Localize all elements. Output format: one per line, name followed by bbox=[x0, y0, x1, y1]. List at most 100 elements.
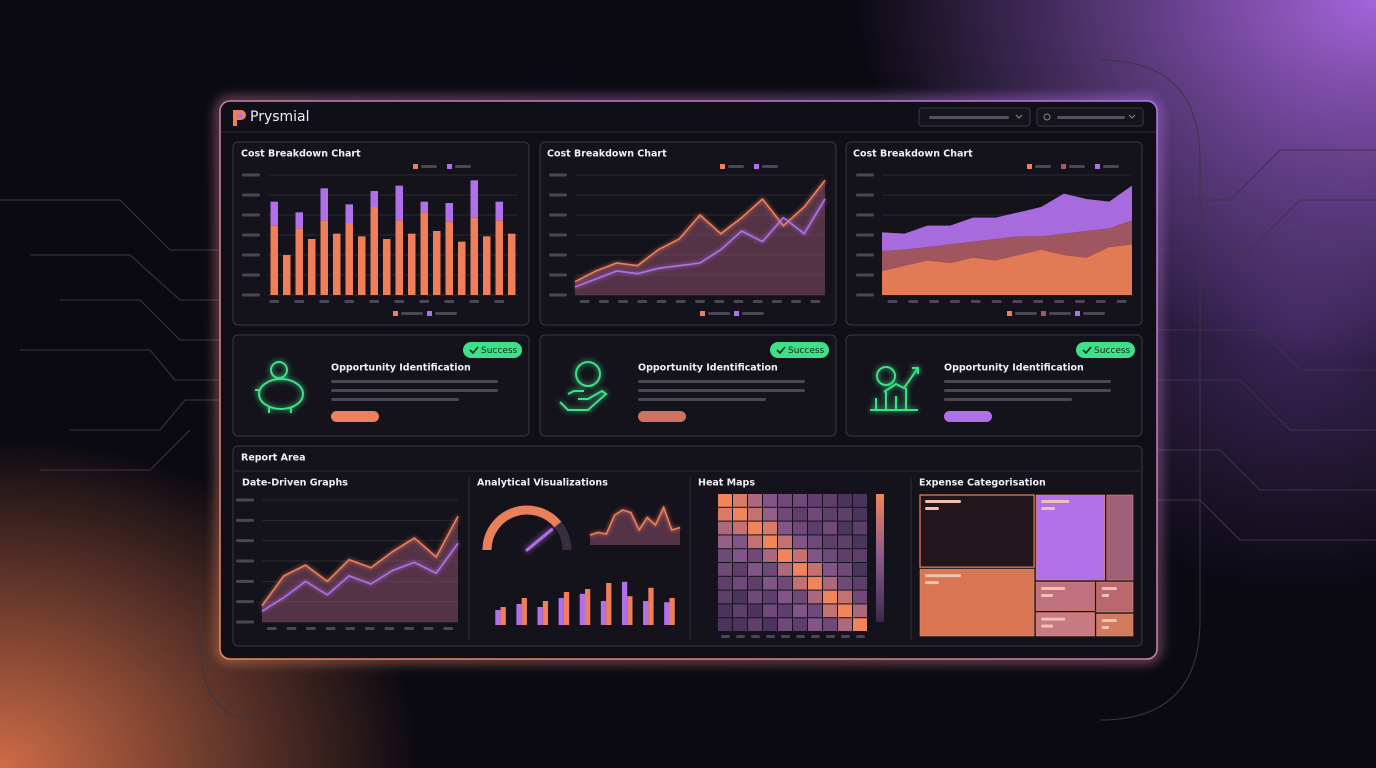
bar bbox=[542, 601, 549, 625]
heat-cell bbox=[778, 535, 792, 549]
chart-title: Cost Breakdown Chart bbox=[241, 149, 361, 160]
placeholder-text bbox=[944, 380, 1111, 383]
y-tick-stub bbox=[856, 253, 874, 257]
placeholder-text bbox=[579, 300, 590, 303]
heat-cell bbox=[718, 590, 732, 604]
placeholder-text bbox=[796, 635, 805, 638]
treemap-cell bbox=[1035, 612, 1095, 637]
bar bbox=[470, 180, 478, 218]
logo-mark-inner bbox=[237, 114, 243, 118]
bar bbox=[621, 581, 628, 625]
bar bbox=[283, 255, 291, 295]
placeholder-text bbox=[949, 300, 960, 303]
card-icon bbox=[870, 366, 919, 411]
treemap-cell bbox=[1096, 613, 1134, 637]
placeholder-text bbox=[638, 380, 805, 383]
placeholder-text bbox=[695, 300, 705, 303]
bar bbox=[345, 204, 353, 223]
heat-cell bbox=[748, 549, 762, 562]
heat-cell bbox=[823, 494, 837, 507]
bar bbox=[495, 220, 503, 295]
placeholder-text bbox=[736, 635, 745, 638]
heat-cell bbox=[853, 549, 867, 562]
heat-cell bbox=[823, 590, 837, 604]
placeholder-text bbox=[944, 389, 1111, 392]
placeholder-text bbox=[1101, 587, 1117, 591]
heat-cell bbox=[718, 507, 732, 521]
bar bbox=[521, 598, 527, 625]
bar bbox=[445, 221, 453, 295]
circuit-lines bbox=[0, 59, 1376, 721]
bar bbox=[563, 592, 570, 625]
heat-cell bbox=[778, 618, 792, 631]
placeholder-text bbox=[1095, 300, 1106, 303]
opportunity-card bbox=[539, 334, 837, 437]
legend-swatch bbox=[1041, 311, 1046, 316]
placeholder-text bbox=[675, 300, 686, 303]
action-button bbox=[944, 411, 992, 422]
placeholder-text bbox=[925, 574, 961, 578]
heat-cell bbox=[853, 563, 867, 576]
line bbox=[261, 515, 459, 607]
placeholder-text bbox=[791, 300, 802, 303]
dropdown[interactable] bbox=[918, 107, 1031, 127]
area-band bbox=[882, 220, 1132, 271]
opportunity-card bbox=[845, 334, 1143, 437]
bar bbox=[445, 203, 453, 222]
heat-cell bbox=[823, 604, 837, 618]
treemap-cell bbox=[1096, 581, 1134, 613]
heat-cell bbox=[808, 563, 822, 576]
placeholder-text bbox=[733, 300, 744, 303]
placeholder-text bbox=[708, 312, 730, 315]
y-tick-stub bbox=[236, 579, 254, 583]
icon-part bbox=[270, 361, 288, 379]
heat-cell bbox=[808, 576, 822, 590]
placeholder-text bbox=[1041, 624, 1054, 628]
heat-cell bbox=[808, 604, 822, 618]
placeholder-text bbox=[618, 300, 629, 303]
line bbox=[261, 542, 459, 612]
heat-cell bbox=[838, 604, 852, 618]
heat-cell bbox=[733, 604, 747, 618]
heat-cell bbox=[853, 604, 867, 618]
placeholder-text bbox=[721, 635, 730, 638]
y-tick-stub bbox=[236, 498, 254, 502]
heat-cell bbox=[808, 521, 822, 535]
heat-cell bbox=[838, 507, 852, 521]
placeholder-text bbox=[856, 635, 865, 638]
heat-cell bbox=[808, 618, 822, 631]
y-tick-stub bbox=[242, 173, 260, 177]
placeholder-text bbox=[331, 380, 498, 383]
placeholder-text bbox=[887, 300, 898, 303]
heat-cell bbox=[823, 507, 837, 521]
action-button bbox=[638, 411, 686, 422]
icon-part bbox=[258, 378, 304, 410]
placeholder-text bbox=[1101, 619, 1117, 623]
bar bbox=[500, 607, 506, 625]
heat-cell bbox=[733, 521, 747, 535]
report-title: Report Area bbox=[241, 453, 306, 464]
heat-cell bbox=[793, 563, 807, 576]
heat-cell bbox=[793, 618, 807, 631]
bar bbox=[320, 188, 328, 221]
heat-cell bbox=[808, 549, 822, 562]
y-tick-stub bbox=[549, 193, 567, 197]
check-icon bbox=[776, 346, 786, 355]
placeholder-text bbox=[841, 635, 850, 638]
bar bbox=[470, 217, 478, 295]
heat-cell bbox=[718, 563, 732, 576]
bar bbox=[333, 233, 341, 295]
bar bbox=[495, 201, 503, 221]
heat-cell bbox=[853, 507, 867, 521]
legend-swatch bbox=[720, 164, 725, 169]
bar bbox=[383, 239, 391, 295]
heat-cell bbox=[763, 521, 777, 535]
dropdown[interactable] bbox=[1036, 107, 1144, 127]
placeholder-text bbox=[435, 312, 457, 315]
icon-part bbox=[876, 366, 896, 386]
bar bbox=[495, 610, 501, 625]
action-button bbox=[331, 411, 379, 422]
bar bbox=[420, 212, 428, 295]
placeholder-text bbox=[1033, 300, 1044, 303]
heat-cell bbox=[778, 576, 792, 590]
